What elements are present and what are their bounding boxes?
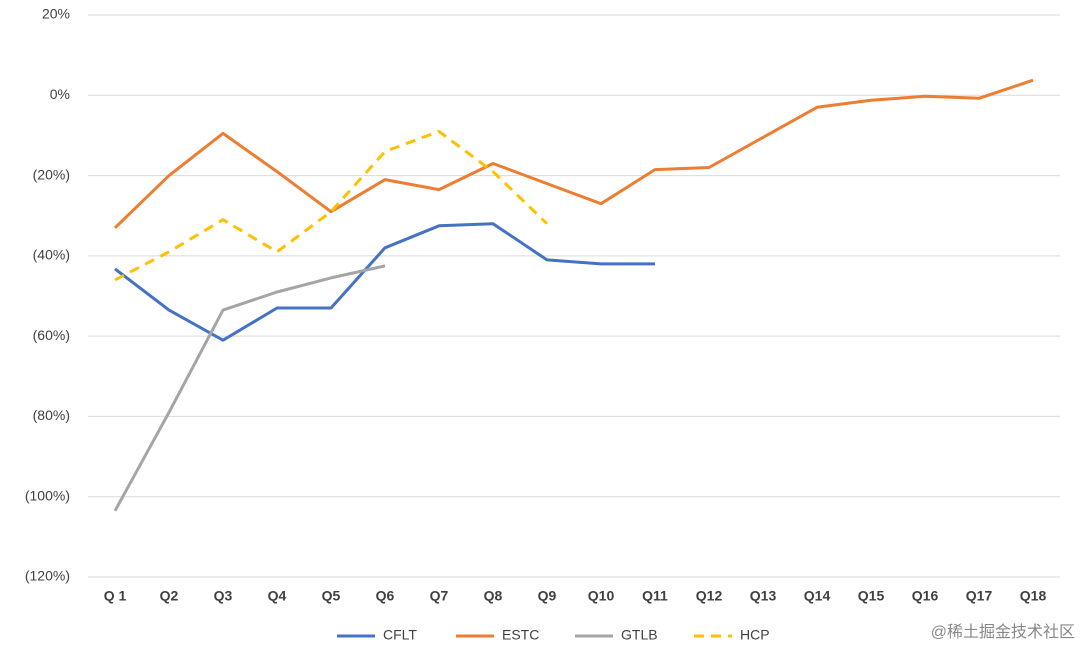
y-tick-label: 20% [42, 6, 70, 22]
x-tick-label: Q15 [858, 588, 885, 604]
x-tick-label: Q10 [588, 588, 615, 604]
y-tick-label: (60%) [33, 327, 70, 343]
x-tick-label: Q4 [268, 588, 287, 604]
y-tick-label: (100%) [25, 487, 70, 503]
legend-label: ESTC [502, 627, 539, 643]
y-tick-label: 0% [50, 86, 70, 102]
x-tick-label: Q2 [160, 588, 179, 604]
x-tick-label: Q11 [642, 588, 668, 604]
y-tick-label: (20%) [33, 166, 70, 182]
x-tick-label: Q7 [430, 588, 449, 604]
x-tick-label: Q12 [696, 588, 723, 604]
y-tick-label: (120%) [25, 568, 70, 584]
x-tick-label: Q17 [966, 588, 993, 604]
x-tick-label: Q3 [214, 588, 233, 604]
x-tick-label: Q9 [538, 588, 557, 604]
x-tick-label: Q5 [322, 588, 341, 604]
series-line [113, 264, 386, 512]
x-tick-label: Q8 [484, 588, 503, 604]
series-line [114, 129, 549, 282]
legend-label: HCP [740, 627, 770, 643]
y-tick-label: (80%) [33, 407, 70, 423]
y-tick-label: (40%) [33, 247, 70, 263]
legend-label: CFLT [383, 627, 417, 643]
x-tick-label: Q16 [912, 588, 939, 604]
x-tick-label: Q 1 [104, 588, 127, 604]
watermark: @稀土掘金技术社区 [931, 623, 1075, 641]
series-line [114, 222, 655, 342]
x-tick-label: Q14 [804, 588, 831, 604]
x-tick-label: Q13 [750, 588, 777, 604]
x-tick-label: Q6 [376, 588, 395, 604]
legend-label: GTLB [621, 627, 658, 643]
series-line [113, 78, 1034, 229]
x-tick-label: Q18 [1020, 588, 1047, 604]
